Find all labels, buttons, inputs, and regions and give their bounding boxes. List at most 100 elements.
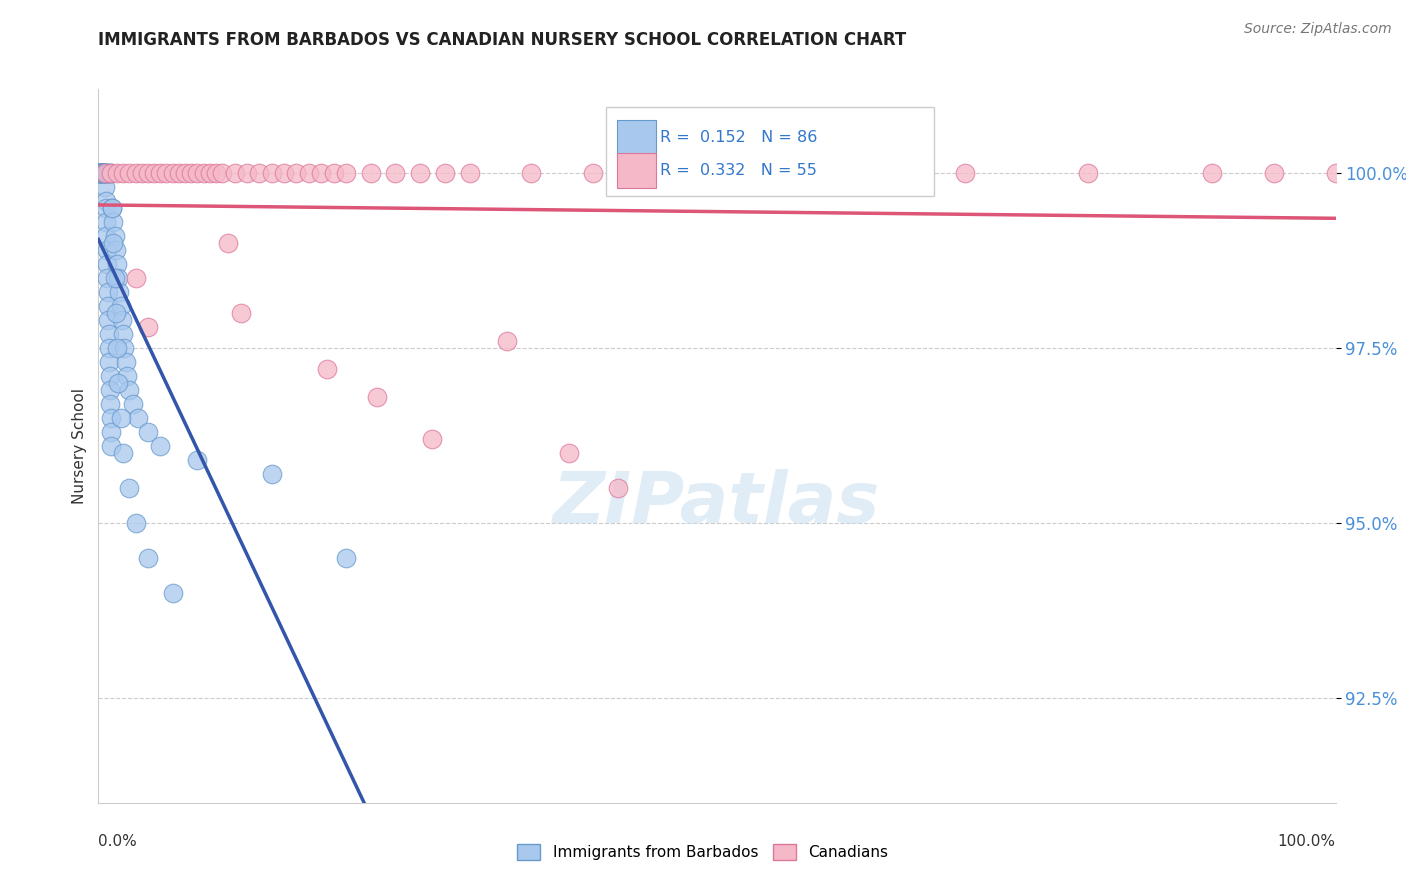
Point [91,166,114,180]
Point [103,236,125,251]
Point [89,166,111,180]
Point [96,243,118,257]
Point [89,166,111,180]
Point [90,166,112,180]
Point [236,166,259,180]
Point [112,446,135,460]
Point [155,166,177,180]
Point [229,306,252,320]
Text: R =  0.332   N = 55: R = 0.332 N = 55 [661,163,817,178]
Point [91,166,114,180]
Point [105,341,128,355]
Point [104,243,127,257]
Point [89,166,111,180]
Point [94,180,117,194]
Point [167,166,190,180]
Point [136,320,159,334]
Point [98,355,121,369]
Point [97,166,120,180]
Point [93,166,115,180]
Point [335,550,357,565]
Point [100,439,122,453]
Point [96,166,118,180]
Point [136,425,159,439]
Point [309,166,332,180]
Point [110,411,132,425]
Point [91,166,114,180]
Point [103,215,125,229]
Point [174,166,197,180]
Point [90,166,112,180]
Point [108,285,131,299]
Point [322,166,344,180]
Point [205,166,228,180]
Point [162,586,184,600]
Point [93,166,115,180]
Point [186,166,208,180]
Point [100,411,122,425]
Point [124,166,146,180]
Text: ZIPatlas: ZIPatlas [554,468,880,538]
Point [114,355,136,369]
Point [111,313,134,327]
Legend: Immigrants from Barbados, Canadians: Immigrants from Barbados, Canadians [512,838,894,866]
Point [107,376,129,390]
Point [1263,166,1285,180]
Point [360,166,382,180]
Point [104,306,127,320]
Point [107,271,129,285]
Point [136,550,159,565]
Point [94,194,117,208]
Point [98,383,121,397]
Point [100,166,122,180]
Point [93,166,115,180]
Point [89,166,111,180]
Point [91,166,114,180]
Point [100,166,122,180]
Text: R =  0.152   N = 86: R = 0.152 N = 86 [661,130,817,145]
Point [98,397,121,411]
Point [93,166,115,180]
Point [100,425,122,439]
Point [89,166,111,180]
Point [87,166,110,180]
Point [112,341,135,355]
Point [90,166,112,180]
Point [94,166,117,180]
Point [97,285,120,299]
Point [122,397,145,411]
Point [136,166,159,180]
Point [644,166,666,180]
Point [186,453,208,467]
Text: 100.0%: 100.0% [1278,834,1336,849]
Point [1201,166,1223,180]
Point [89,166,111,180]
Point [98,166,121,180]
Point [495,334,517,348]
Point [96,229,118,244]
Point [105,166,128,180]
Point [582,166,605,180]
Point [162,166,184,180]
Point [93,166,115,180]
Point [89,166,111,180]
Point [149,166,172,180]
Point [90,166,112,180]
Point [112,166,135,180]
Point [260,467,283,481]
Point [706,166,728,180]
Point [94,201,117,215]
Point [557,446,579,460]
Point [103,271,125,285]
Point [384,166,406,180]
Point [127,411,149,425]
Point [93,166,115,180]
Point [224,166,246,180]
FancyBboxPatch shape [606,107,934,196]
Point [118,166,141,180]
Point [98,369,121,384]
Point [90,166,112,180]
Point [520,166,543,180]
Point [422,432,444,446]
Point [198,166,221,180]
